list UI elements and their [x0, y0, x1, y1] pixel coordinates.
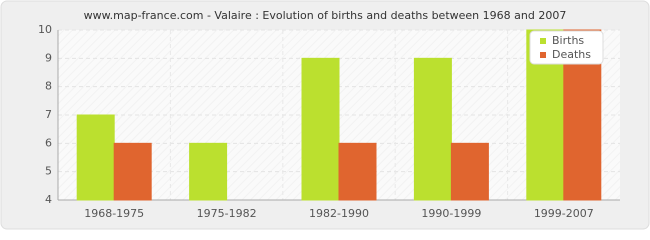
bar	[113, 142, 152, 201]
x-tick-label: 1999-2007	[534, 207, 594, 220]
y-tick-label: 8	[45, 80, 52, 93]
bar	[338, 142, 377, 201]
bar	[189, 142, 228, 201]
legend-label: Births	[552, 34, 584, 47]
legend-label: Deaths	[552, 48, 591, 61]
y-tick-label: 4	[45, 193, 52, 206]
y-tick-label: 5	[45, 165, 52, 178]
x-tick-label: 1990-1999	[421, 207, 481, 220]
x-tick-label: 1975-1982	[197, 207, 257, 220]
legend-swatch	[540, 38, 546, 44]
bar	[450, 142, 489, 201]
y-tick-label: 10	[38, 23, 52, 36]
y-tick-label: 7	[45, 108, 52, 121]
x-tick-label: 1982-1990	[309, 207, 369, 220]
y-tick-label: 9	[45, 51, 52, 64]
chart: www.map-france.com - Valaire : Evolution…	[0, 0, 650, 230]
bar	[413, 57, 452, 201]
bar	[301, 57, 340, 201]
bar	[76, 114, 115, 201]
legend-swatch	[540, 52, 546, 58]
chart-title: www.map-france.com - Valaire : Evolution…	[84, 9, 567, 22]
legend-box	[529, 30, 604, 65]
y-tick-label: 6	[45, 136, 52, 149]
x-tick-label: 1968-1975	[84, 207, 144, 220]
